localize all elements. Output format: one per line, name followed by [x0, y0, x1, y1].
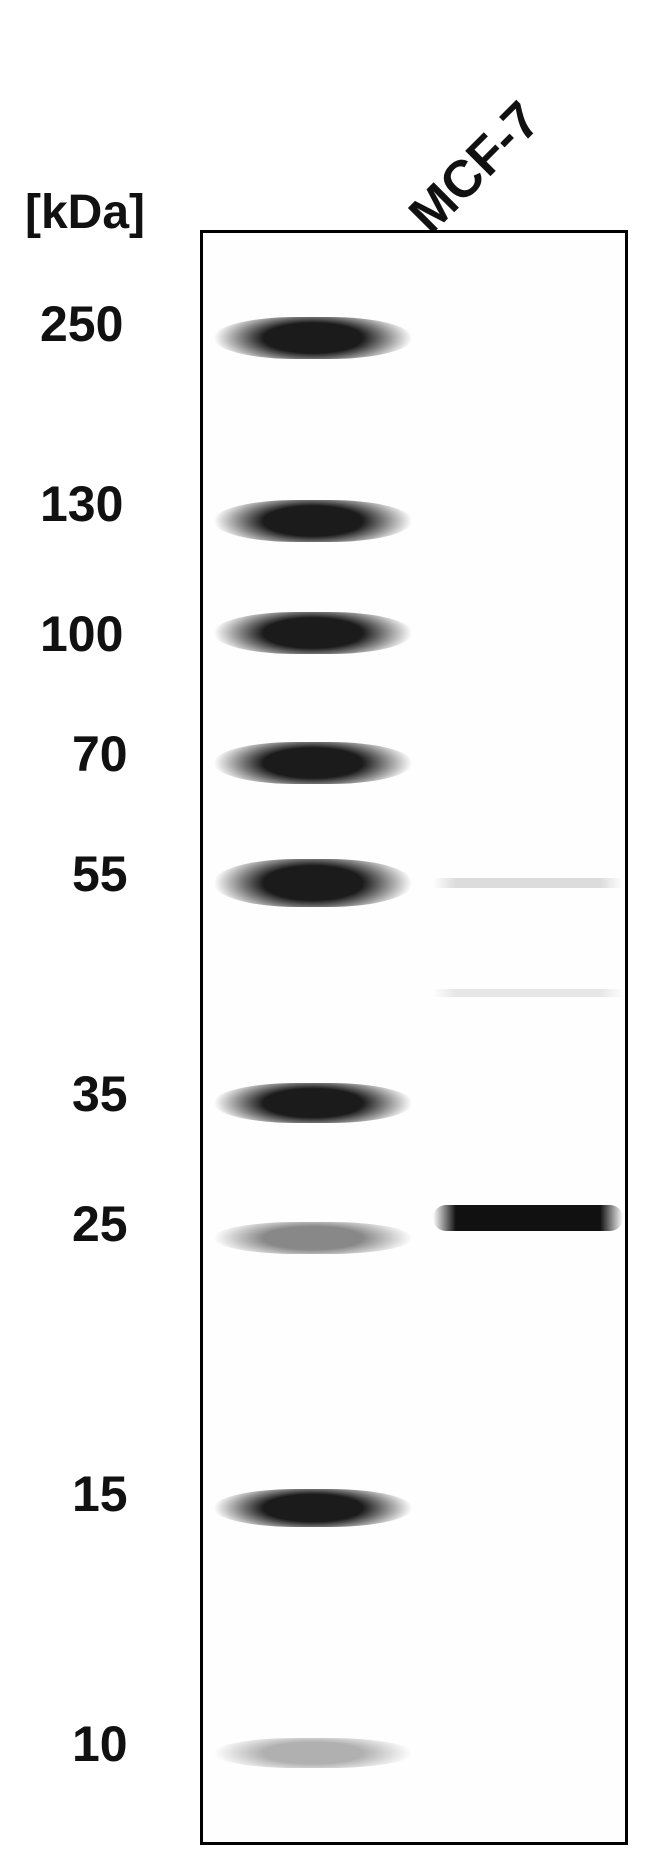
ladder-lane	[213, 233, 413, 1842]
ladder-band-15	[213, 1489, 413, 1527]
mw-label-6: 25	[72, 1195, 128, 1253]
ladder-band-70	[213, 742, 413, 784]
sample-band-faint-55	[433, 878, 623, 888]
kda-unit-label: [kDa]	[25, 185, 145, 240]
ladder-band-10	[213, 1738, 413, 1768]
ladder-band-100	[213, 612, 413, 654]
ladder-band-55	[213, 859, 413, 907]
mw-label-5: 35	[72, 1065, 128, 1123]
sample-band-faint-45	[433, 989, 623, 997]
blot-box	[200, 230, 628, 1845]
mw-label-4: 55	[72, 845, 128, 903]
ladder-band-25	[213, 1222, 413, 1254]
sample-band-main-26	[433, 1205, 623, 1231]
sample-lane-label: MCF-7	[398, 90, 553, 245]
mw-label-2: 100	[40, 605, 123, 663]
mw-label-1: 130	[40, 475, 123, 533]
figure-container: [kDa] MCF-7 250 130 100 70 55 35 25 15 1…	[0, 0, 650, 1862]
ladder-band-130	[213, 500, 413, 542]
mw-label-7: 15	[72, 1465, 128, 1523]
ladder-band-250	[213, 317, 413, 359]
mw-label-8: 10	[72, 1715, 128, 1773]
mw-label-3: 70	[72, 725, 128, 783]
sample-lane	[433, 233, 623, 1842]
mw-label-0: 250	[40, 295, 123, 353]
ladder-band-35	[213, 1083, 413, 1123]
